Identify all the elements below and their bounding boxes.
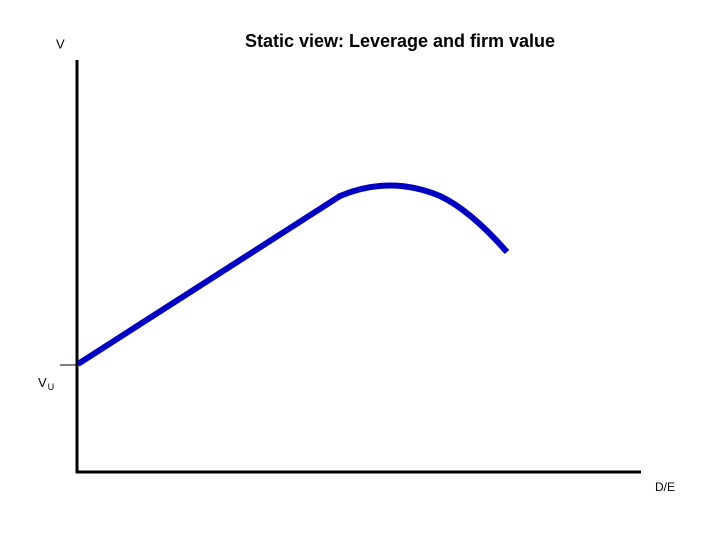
x-axis-label: D/E xyxy=(655,480,675,494)
value-curve xyxy=(76,182,510,367)
intercept-label: VU xyxy=(38,375,54,392)
y-axis-label: V xyxy=(56,36,65,51)
intercept-subscript: U xyxy=(48,382,55,392)
intercept-v: V xyxy=(38,375,47,390)
title: Static view: Leverage and firm value xyxy=(245,31,555,51)
